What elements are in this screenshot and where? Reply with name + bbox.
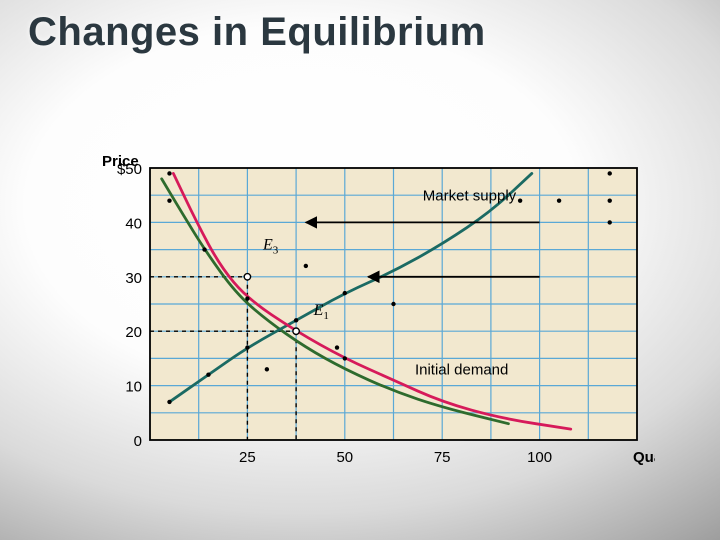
y-tick-top: $50	[117, 161, 142, 178]
svg-text:75: 75	[434, 449, 451, 466]
slide-root: Changes in Equilibrium Price$50010203040…	[0, 0, 720, 540]
demand-label: Initial demand	[415, 362, 508, 379]
svg-text:30: 30	[125, 270, 142, 287]
slide-title: Changes in Equilibrium	[28, 10, 486, 55]
svg-text:0: 0	[134, 433, 142, 450]
svg-text:10: 10	[125, 379, 142, 396]
svg-text:50: 50	[336, 449, 353, 466]
svg-text:20: 20	[125, 324, 142, 341]
chart-svg: Price$50010203040255075100QuantityE3E1Ma…	[95, 150, 655, 480]
supply-label: Market supply	[423, 188, 517, 205]
svg-text:25: 25	[239, 449, 256, 466]
svg-text:100: 100	[527, 449, 552, 466]
equilibrium-point-E1	[293, 328, 299, 334]
price-quantity-chart: Price$50010203040255075100QuantityE3E1Ma…	[95, 150, 655, 480]
equilibrium-point-E3	[244, 274, 250, 280]
x-axis-label: Quantity	[633, 449, 655, 466]
svg-text:40: 40	[125, 215, 142, 232]
